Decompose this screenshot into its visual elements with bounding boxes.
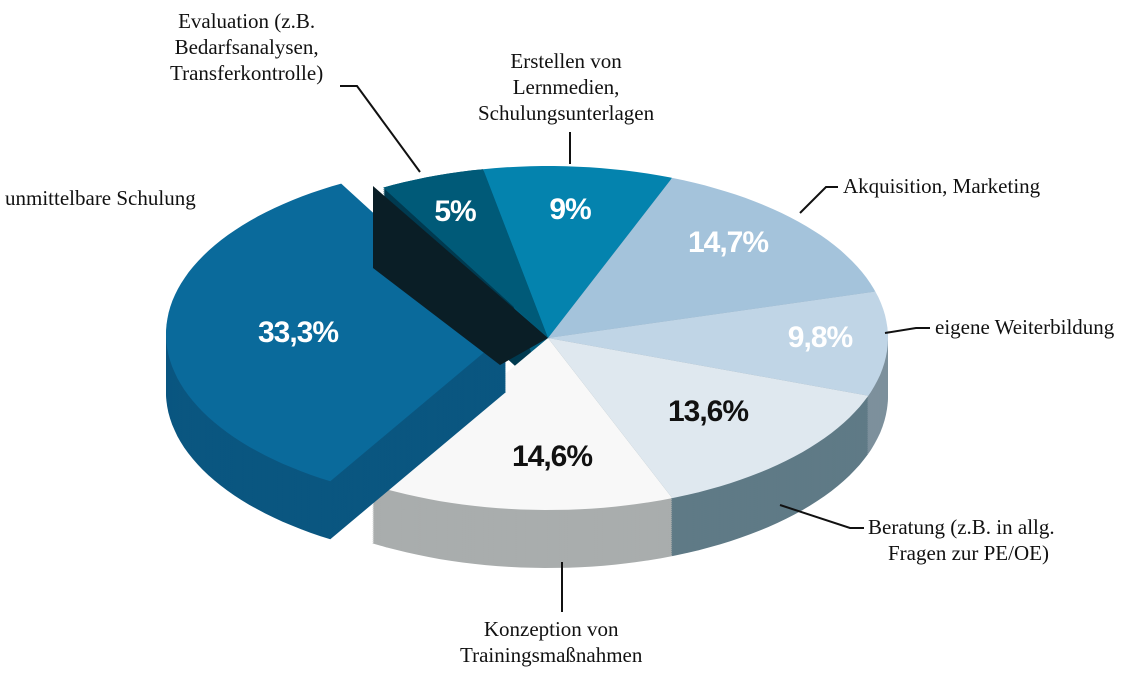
label-konzeption: Konzeption von Trainingsmaßnahmen	[460, 616, 642, 668]
value-label-beratung: 13,6%	[667, 395, 749, 428]
label-line: Konzeption von	[483, 617, 619, 641]
value-label-schulung: 33,3%	[257, 316, 339, 349]
label-beratung: Beratung (z.B. in allg. Fragen zur PE/OE…	[868, 514, 1055, 566]
slice-5	[372, 338, 673, 510]
slice-2	[548, 177, 876, 338]
label-line: Trainingsmaßnahmen	[460, 643, 643, 667]
slice-4	[548, 338, 869, 499]
label-line: Transferkontrolle)	[170, 61, 324, 85]
label-schulung: unmittelbare Schulung	[5, 186, 196, 210]
label-line: Evaluation (z.B.	[178, 9, 316, 33]
slice-cut-face	[373, 186, 548, 365]
leader-line	[340, 85, 421, 173]
label-line: Schulungsunterlagen	[478, 101, 655, 125]
value-label-erstellen: 9%	[549, 193, 591, 226]
label-line: Lernmedien,	[512, 75, 620, 99]
value-label-akquisition: 14,7%	[687, 226, 769, 259]
label-line: Bedarfsanalysen,	[174, 35, 319, 59]
label-akquisition: Akquisition, Marketing	[843, 174, 1041, 198]
leader-line	[799, 186, 838, 214]
value-label-evaluation: 5%	[434, 195, 476, 228]
leader-line	[779, 504, 864, 529]
slice-1	[483, 166, 673, 338]
label-line: Fragen zur PE/OE)	[888, 541, 1049, 565]
slice-0	[383, 169, 548, 338]
label-line: Beratung (z.B. in allg.	[868, 515, 1055, 539]
slice-3	[548, 291, 888, 396]
label-line: Erstellen von	[510, 49, 622, 73]
value-label-weiterbildung: 9,8%	[787, 321, 853, 354]
value-label-konzeption: 14,6%	[511, 440, 593, 473]
leader-line	[884, 327, 930, 334]
label-evaluation: Evaluation (z.B. Bedarfsanalysen, Transf…	[170, 8, 323, 86]
label-weiterbildung: eigene Weiterbildung	[935, 315, 1115, 339]
label-erstellen: Erstellen von Lernmedien, Schulungsunter…	[478, 48, 654, 126]
